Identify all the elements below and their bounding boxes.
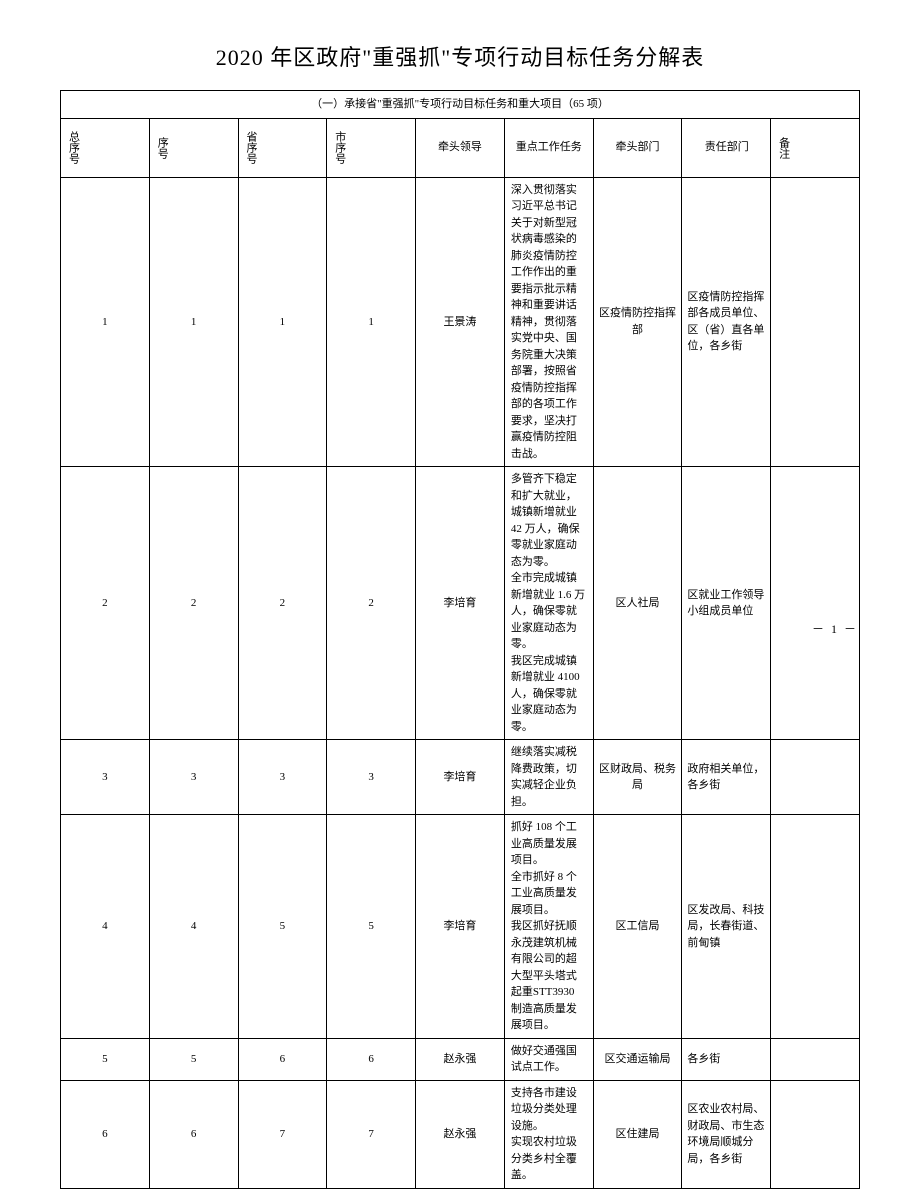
cell-task: 多管齐下稳定和扩大就业，城镇新增就业 42 万人，确保零就业家庭动态为零。 全市… bbox=[504, 467, 593, 740]
cell-prov-idx: 2 bbox=[238, 467, 327, 740]
cell-lead-dept: 区住建局 bbox=[593, 1080, 682, 1188]
cell-total-idx: 3 bbox=[61, 740, 150, 815]
table-row: 5566赵永强做好交通强国试点工作。区交通运输局各乡街 bbox=[61, 1038, 860, 1080]
cell-city-idx: 2 bbox=[327, 467, 416, 740]
header-leader: 牵头领导 bbox=[416, 118, 505, 177]
cell-lead-dept: 区工信局 bbox=[593, 815, 682, 1039]
cell-idx: 3 bbox=[149, 740, 238, 815]
header-total-idx: 总序号 bbox=[65, 123, 82, 173]
cell-lead-dept: 区财政局、税务局 bbox=[593, 740, 682, 815]
cell-total-idx: 2 bbox=[61, 467, 150, 740]
cell-note bbox=[771, 815, 860, 1039]
cell-prov-idx: 1 bbox=[238, 177, 327, 467]
cell-city-idx: 5 bbox=[327, 815, 416, 1039]
page-number: － 1 － bbox=[812, 620, 858, 637]
cell-leader: 赵永强 bbox=[416, 1038, 505, 1080]
cell-task: 做好交通强国试点工作。 bbox=[504, 1038, 593, 1080]
cell-task: 深入贯彻落实习近平总书记关于对新型冠状病毒感染的肺炎疫情防控工作作出的重要指示批… bbox=[504, 177, 593, 467]
cell-note bbox=[771, 740, 860, 815]
table-row: 3333李培育继续落实减税降费政策，切实减轻企业负担。区财政局、税务局政府相关单… bbox=[61, 740, 860, 815]
header-row: 总序号 序号 省序号 市序号 牵头领导 重点工作任务 牵头部门 责任部门 备注 bbox=[61, 118, 860, 177]
cell-city-idx: 6 bbox=[327, 1038, 416, 1080]
cell-lead-dept: 区交通运输局 bbox=[593, 1038, 682, 1080]
cell-resp-dept: 政府相关单位，各乡街 bbox=[682, 740, 771, 815]
cell-prov-idx: 6 bbox=[238, 1038, 327, 1080]
cell-city-idx: 1 bbox=[327, 177, 416, 467]
cell-resp-dept: 区疫情防控指挥部各成员单位、区（省）直各单位，各乡街 bbox=[682, 177, 771, 467]
table-row: 4455李培育抓好 108 个工业高质量发展项目。 全市抓好 8 个工业高质量发… bbox=[61, 815, 860, 1039]
subtitle-cell: （一）承接省"重强抓"专项行动目标任务和重大项目（65 项） bbox=[61, 91, 860, 119]
cell-leader: 李培育 bbox=[416, 740, 505, 815]
cell-leader: 赵永强 bbox=[416, 1080, 505, 1188]
header-prov-idx: 省序号 bbox=[243, 123, 260, 173]
task-table: （一）承接省"重强抓"专项行动目标任务和重大项目（65 项） 总序号 序号 省序… bbox=[60, 90, 860, 1189]
cell-idx: 4 bbox=[149, 815, 238, 1039]
cell-resp-dept: 各乡街 bbox=[682, 1038, 771, 1080]
cell-total-idx: 6 bbox=[61, 1080, 150, 1188]
table-row: 6677赵永强支持各市建设垃圾分类处理设施。 实现农村垃圾分类乡村全覆盖。区住建… bbox=[61, 1080, 860, 1188]
header-idx: 序号 bbox=[154, 123, 171, 173]
cell-note bbox=[771, 1038, 860, 1080]
cell-note bbox=[771, 177, 860, 467]
cell-leader: 李培育 bbox=[416, 467, 505, 740]
cell-total-idx: 1 bbox=[61, 177, 150, 467]
cell-city-idx: 7 bbox=[327, 1080, 416, 1188]
table-row: 2222李培育多管齐下稳定和扩大就业，城镇新增就业 42 万人，确保零就业家庭动… bbox=[61, 467, 860, 740]
cell-task: 继续落实减税降费政策，切实减轻企业负担。 bbox=[504, 740, 593, 815]
cell-idx: 1 bbox=[149, 177, 238, 467]
cell-prov-idx: 3 bbox=[238, 740, 327, 815]
cell-lead-dept: 区疫情防控指挥部 bbox=[593, 177, 682, 467]
cell-idx: 6 bbox=[149, 1080, 238, 1188]
cell-resp-dept: 区就业工作领导小组成员单位 bbox=[682, 467, 771, 740]
cell-leader: 王景涛 bbox=[416, 177, 505, 467]
cell-resp-dept: 区农业农村局、财政局、市生态环境局顺城分局，各乡街 bbox=[682, 1080, 771, 1188]
cell-note bbox=[771, 467, 860, 740]
cell-idx: 5 bbox=[149, 1038, 238, 1080]
cell-resp-dept: 区发改局、科技局，长春街道、前甸镇 bbox=[682, 815, 771, 1039]
cell-task: 抓好 108 个工业高质量发展项目。 全市抓好 8 个工业高质量发展项目。 我区… bbox=[504, 815, 593, 1039]
cell-leader: 李培育 bbox=[416, 815, 505, 1039]
cell-note bbox=[771, 1080, 860, 1188]
cell-task: 支持各市建设垃圾分类处理设施。 实现农村垃圾分类乡村全覆盖。 bbox=[504, 1080, 593, 1188]
subtitle-row: （一）承接省"重强抓"专项行动目标任务和重大项目（65 项） bbox=[61, 91, 860, 119]
header-resp-dept: 责任部门 bbox=[682, 118, 771, 177]
page-title: 2020 年区政府"重强抓"专项行动目标任务分解表 bbox=[60, 40, 860, 72]
header-lead-dept: 牵头部门 bbox=[593, 118, 682, 177]
cell-total-idx: 5 bbox=[61, 1038, 150, 1080]
cell-city-idx: 3 bbox=[327, 740, 416, 815]
cell-total-idx: 4 bbox=[61, 815, 150, 1039]
header-note: 备注 bbox=[775, 123, 792, 173]
cell-prov-idx: 5 bbox=[238, 815, 327, 1039]
cell-prov-idx: 7 bbox=[238, 1080, 327, 1188]
header-task: 重点工作任务 bbox=[504, 118, 593, 177]
cell-lead-dept: 区人社局 bbox=[593, 467, 682, 740]
cell-idx: 2 bbox=[149, 467, 238, 740]
header-city-idx: 市序号 bbox=[331, 123, 348, 173]
table-row: 1111王景涛深入贯彻落实习近平总书记关于对新型冠状病毒感染的肺炎疫情防控工作作… bbox=[61, 177, 860, 467]
